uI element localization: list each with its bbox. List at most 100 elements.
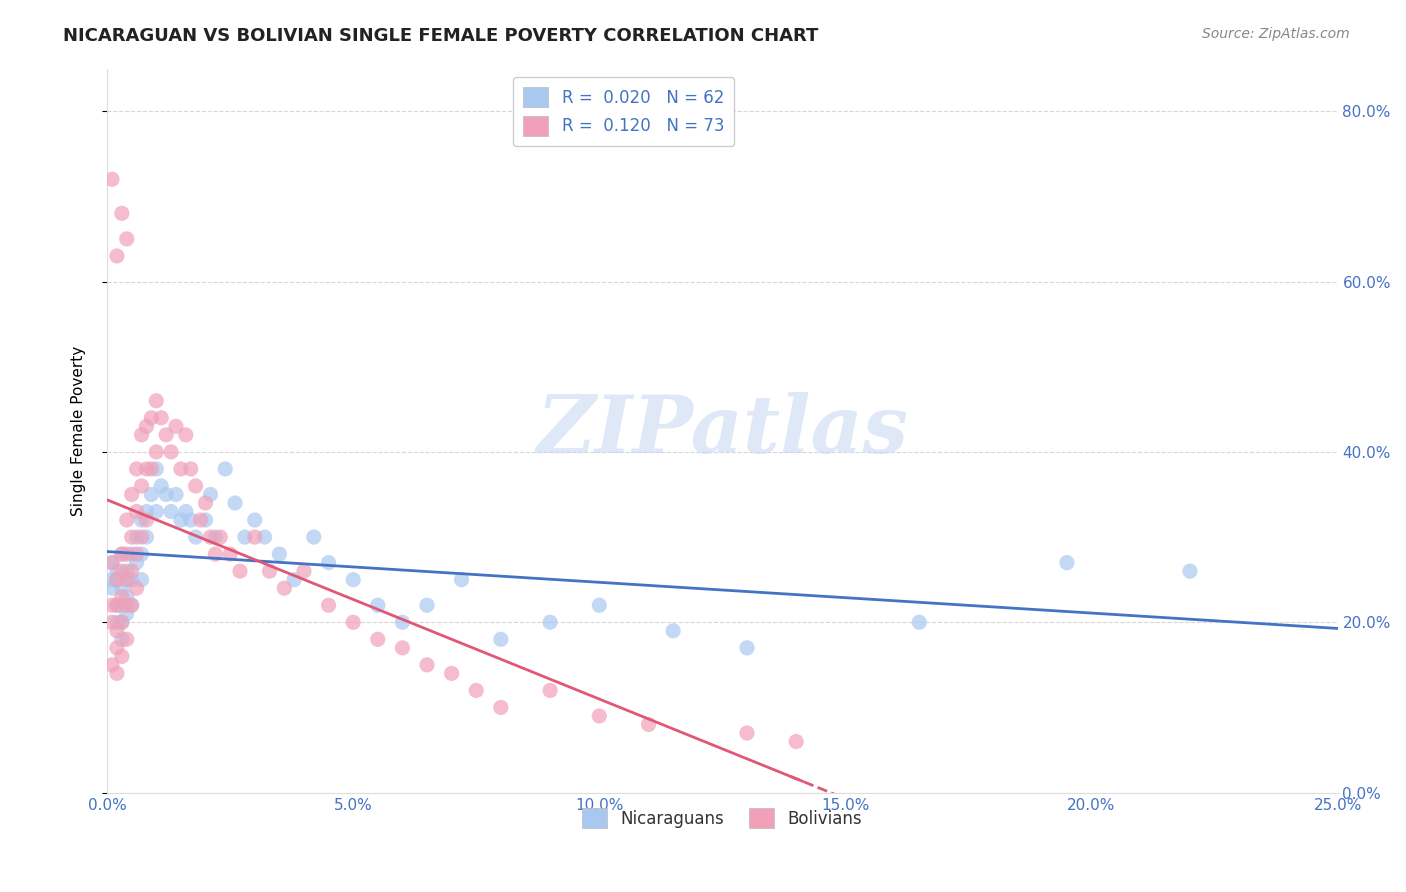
Point [243, 530, 266, 544]
Point [174, 504, 197, 518]
Point [155, 487, 177, 501]
Point [150, 479, 173, 493]
Point [141, 462, 163, 476]
Point [229, 564, 252, 578]
Point [101, 615, 124, 630]
Point [1056, 556, 1078, 570]
Point [367, 632, 389, 647]
Point [105, 624, 128, 638]
Point [105, 249, 128, 263]
Point [141, 487, 163, 501]
Point [135, 530, 157, 544]
Point [269, 547, 291, 561]
Point [125, 462, 148, 476]
Point [342, 615, 364, 630]
Point [131, 547, 153, 561]
Point [125, 556, 148, 570]
Point [637, 717, 659, 731]
Point [190, 513, 212, 527]
Point [184, 530, 207, 544]
Point [115, 590, 138, 604]
Point [105, 666, 128, 681]
Point [735, 640, 758, 655]
Point [115, 599, 138, 613]
Point [111, 632, 134, 647]
Point [111, 615, 134, 630]
Point [111, 615, 134, 630]
Point [416, 599, 439, 613]
Point [111, 599, 134, 613]
Point [125, 581, 148, 595]
Point [115, 607, 138, 621]
Point [367, 599, 389, 613]
Point [131, 530, 153, 544]
Point [131, 479, 153, 493]
Point [111, 590, 134, 604]
Point [111, 649, 134, 664]
Point [170, 462, 193, 476]
Point [259, 564, 281, 578]
Point [180, 513, 202, 527]
Point [735, 726, 758, 740]
Point [214, 462, 236, 476]
Point [318, 556, 340, 570]
Point [145, 393, 167, 408]
Point [121, 487, 143, 501]
Point [115, 547, 138, 561]
Point [115, 513, 138, 527]
Point [135, 419, 157, 434]
Point [465, 683, 488, 698]
Text: ZIPatlas: ZIPatlas [536, 392, 908, 469]
Point [538, 615, 561, 630]
Point [121, 530, 143, 544]
Point [170, 513, 193, 527]
Point [135, 504, 157, 518]
Point [588, 709, 610, 723]
Point [121, 564, 143, 578]
Point [224, 496, 246, 510]
Point [145, 462, 167, 476]
Point [135, 462, 157, 476]
Point [115, 632, 138, 647]
Point [101, 556, 124, 570]
Point [105, 573, 128, 587]
Point [253, 530, 276, 544]
Point [101, 172, 124, 186]
Point [105, 573, 128, 587]
Y-axis label: Single Female Poverty: Single Female Poverty [72, 345, 86, 516]
Point [101, 581, 124, 595]
Point [105, 615, 128, 630]
Point [416, 657, 439, 672]
Point [194, 496, 217, 510]
Point [204, 530, 226, 544]
Text: Source: ZipAtlas.com: Source: ZipAtlas.com [1202, 27, 1350, 41]
Point [101, 657, 124, 672]
Point [125, 547, 148, 561]
Point [150, 410, 173, 425]
Point [145, 445, 167, 459]
Point [160, 445, 183, 459]
Point [194, 513, 217, 527]
Point [111, 547, 134, 561]
Point [174, 427, 197, 442]
Point [121, 573, 143, 587]
Point [105, 599, 128, 613]
Point [165, 487, 187, 501]
Point [131, 513, 153, 527]
Point [101, 556, 124, 570]
Point [125, 530, 148, 544]
Point [489, 700, 512, 714]
Point [318, 599, 340, 613]
Point [141, 410, 163, 425]
Point [233, 530, 256, 544]
Point [111, 206, 134, 220]
Point [785, 734, 807, 748]
Point [273, 581, 295, 595]
Point [111, 547, 134, 561]
Point [135, 513, 157, 527]
Point [115, 573, 138, 587]
Point [115, 573, 138, 587]
Point [111, 581, 134, 595]
Point [489, 632, 512, 647]
Point [219, 547, 242, 561]
